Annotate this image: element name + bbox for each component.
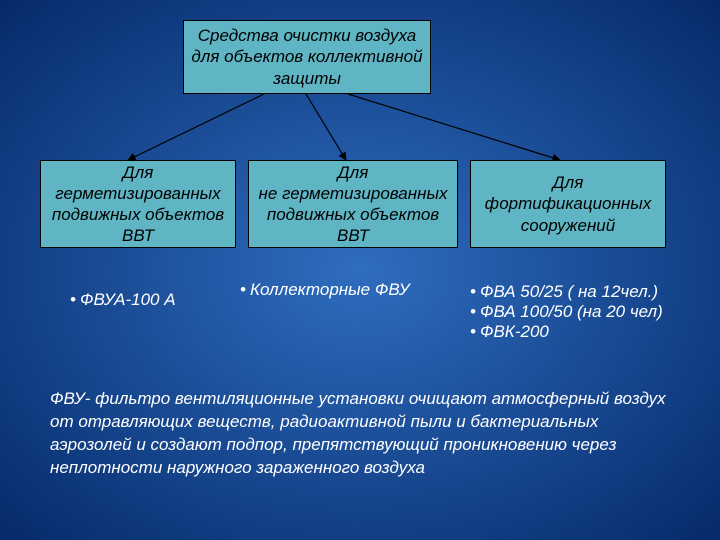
list-item: ФВА 50/25 ( на 12чел.) xyxy=(470,282,663,302)
bullet-group-left: ФВУА-100 А xyxy=(70,290,176,310)
footnote-text: ФВУ- фильтро вентиляционные установки оч… xyxy=(50,388,670,480)
child-node-unsealed-mobile: Для не герметизированных подвижных объек… xyxy=(248,160,458,248)
list-item: ФВК-200 xyxy=(470,322,663,342)
child-node-sealed-mobile: Для герметизированных подвижных объектов… xyxy=(40,160,236,248)
root-node: Средства очистки воздуха для объектов ко… xyxy=(183,20,431,94)
child-node-label: Для герметизированных подвижных объектов… xyxy=(47,162,229,247)
child-node-label: Для фортификационных сооружений xyxy=(477,172,659,236)
list-item: ФВУА-100 А xyxy=(70,290,176,310)
child-node-fortifications: Для фортификационных сооружений xyxy=(470,160,666,248)
list-item: Коллекторные ФВУ xyxy=(240,280,410,300)
diagram-content: Средства очистки воздуха для объектов ко… xyxy=(0,0,720,540)
bullet-group-right: ФВА 50/25 ( на 12чел.) ФВА 100/50 (на 20… xyxy=(470,282,663,342)
list-item: ФВА 100/50 (на 20 чел) xyxy=(470,302,663,322)
bullet-group-center: Коллекторные ФВУ xyxy=(240,280,410,300)
child-node-label: Для не герметизированных подвижных объек… xyxy=(255,162,451,247)
root-node-label: Средства очистки воздуха для объектов ко… xyxy=(190,25,424,89)
